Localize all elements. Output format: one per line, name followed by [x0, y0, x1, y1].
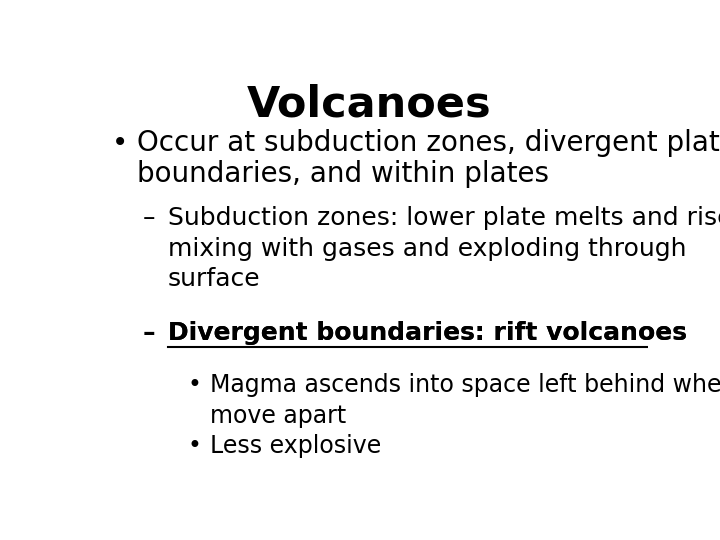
Text: move apart: move apart [210, 404, 346, 428]
Text: –: – [143, 321, 156, 345]
Text: Occur at subduction zones, divergent plate: Occur at subduction zones, divergent pla… [138, 129, 720, 157]
Text: •: • [112, 129, 129, 157]
Text: Less explosive: Less explosive [210, 434, 381, 458]
Text: Subduction zones: lower plate melts and rises,: Subduction zones: lower plate melts and … [168, 206, 720, 230]
Text: Magma ascends into space left behind when plates: Magma ascends into space left behind whe… [210, 373, 720, 397]
Text: •: • [188, 373, 202, 397]
Text: mixing with gases and exploding through: mixing with gases and exploding through [168, 237, 687, 260]
Text: Volcanoes: Volcanoes [247, 84, 491, 125]
Text: boundaries, and within plates: boundaries, and within plates [138, 160, 549, 187]
Text: Divergent boundaries: rift volcanoes: Divergent boundaries: rift volcanoes [168, 321, 687, 345]
Text: surface: surface [168, 267, 261, 291]
Text: Divergent boundaries: rift volcanoes: Divergent boundaries: rift volcanoes [168, 321, 687, 345]
Text: •: • [188, 434, 202, 458]
Text: –: – [143, 206, 156, 230]
